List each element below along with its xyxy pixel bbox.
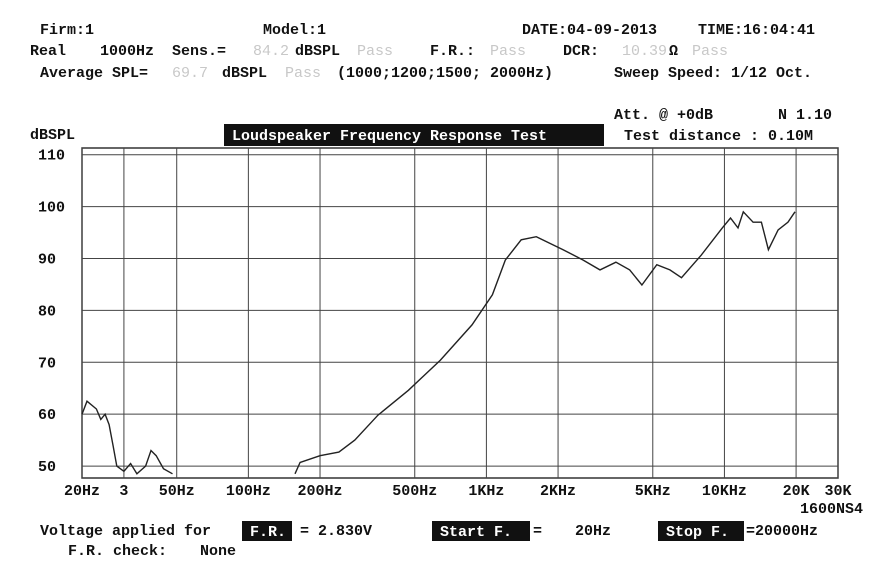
- date: DATE:04-09-2013: [522, 22, 657, 39]
- dcr-unit: Ω: [669, 43, 678, 60]
- n-value: N 1.10: [778, 107, 832, 124]
- fr-box: [242, 521, 292, 541]
- x-tick-label: 50Hz: [159, 483, 195, 500]
- y-tick-label: 100: [38, 200, 65, 217]
- x-tick-label: 20K: [783, 483, 810, 500]
- x-tick-label: 30K: [824, 483, 851, 500]
- start-box-text: Start F.: [440, 524, 512, 541]
- avg-status: Pass: [285, 65, 321, 82]
- y-tick-label: 60: [38, 407, 56, 424]
- avg-freqs: (1000;1200;1500; 2000Hz): [337, 65, 553, 82]
- firm: Firm:1: [40, 22, 94, 39]
- voltage-value: = 2.830V: [300, 523, 372, 540]
- frequency: 1000Hz: [100, 43, 154, 60]
- start-eq: =: [533, 523, 542, 540]
- x-tick-label: 3: [119, 483, 128, 500]
- distance: Test distance : 0.10M: [624, 128, 813, 145]
- x-tick-label: 100Hz: [226, 483, 271, 500]
- avg-label: Average SPL=: [40, 65, 148, 82]
- model: Model:1: [263, 22, 326, 39]
- title-box: [224, 124, 604, 146]
- x-tick-label: 10KHz: [702, 483, 747, 500]
- y-axis-label: dBSPL: [30, 127, 75, 144]
- stop-box: [658, 521, 744, 541]
- x-tick-label: 200Hz: [298, 483, 343, 500]
- time: TIME:16:04:41: [698, 22, 815, 39]
- x-tick-label: 2KHz: [540, 483, 576, 500]
- start-box: [432, 521, 530, 541]
- start-value: 20Hz: [575, 523, 611, 540]
- x-tick-label: 500Hz: [392, 483, 437, 500]
- x-tick-label: 5KHz: [635, 483, 671, 500]
- check-label: F.R. check:: [68, 543, 167, 560]
- fr-status: Pass: [490, 43, 526, 60]
- y-tick-label: 70: [38, 355, 56, 372]
- stop-box-text: Stop F.: [666, 524, 729, 541]
- y-tick-label: 80: [38, 303, 56, 320]
- attenuation: Att. @ +0dB: [614, 107, 713, 124]
- plot: [81, 148, 839, 478]
- sens-status: Pass: [357, 43, 393, 60]
- voltage-label: Voltage applied for: [40, 523, 211, 540]
- fr-label: F.R.:: [430, 43, 475, 60]
- y-tick-label: 110: [38, 148, 65, 165]
- dcr-label: DCR:: [563, 43, 599, 60]
- avg-value: 69.7: [172, 65, 208, 82]
- avg-unit: dBSPL: [222, 65, 267, 82]
- model-code: 1600NS4: [800, 501, 863, 518]
- y-tick-label: 90: [38, 252, 56, 269]
- dcr-status: Pass: [692, 43, 728, 60]
- x-tick-label: 1KHz: [468, 483, 504, 500]
- sens-value: 84.2: [253, 43, 289, 60]
- y-tick-label: 50: [38, 459, 56, 476]
- response-curve: [81, 210, 796, 475]
- chart-title: Loudspeaker Frequency Response Test: [232, 128, 547, 145]
- real: Real: [30, 43, 66, 60]
- sweep: Sweep Speed: 1/12 Oct.: [614, 65, 812, 82]
- stop-value: =20000Hz: [746, 523, 818, 540]
- dcr-value: 10.39: [622, 43, 667, 60]
- check-value: None: [200, 543, 236, 560]
- fr-box-text: F.R.: [250, 524, 286, 541]
- sens-label: Sens.=: [172, 43, 226, 60]
- sens-unit: dBSPL: [295, 43, 340, 60]
- x-tick-label: 20Hz: [64, 483, 100, 500]
